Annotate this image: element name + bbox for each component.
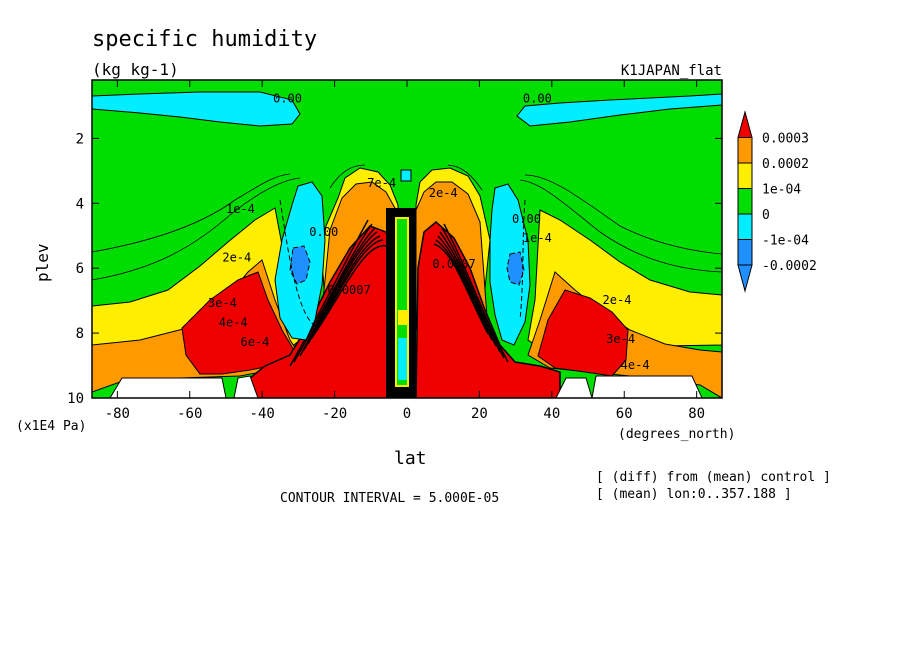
legend-label: 1e-04 [762, 183, 801, 198]
x-tick-label: -60 [177, 406, 202, 422]
contour-label: 2e-4 [429, 186, 458, 200]
experiment-label: K1JAPAN_flat [621, 63, 722, 79]
legend-swatch [737, 137, 753, 164]
note-mean: [ (mean) lon:0..357.188 ] [596, 487, 792, 502]
contour-label: 0.00 [309, 225, 338, 239]
contour-label: 1e-4 [523, 231, 552, 245]
chart-units: (kg kg-1) [92, 60, 179, 79]
x-tick-label: -40 [250, 406, 275, 422]
topography-mask-right [555, 375, 703, 398]
legend-swatch-top [737, 110, 753, 138]
equator-cyan-dot [400, 169, 412, 182]
contour-label: 0.0007 [327, 283, 370, 297]
red-core-right [415, 221, 561, 398]
x-axis-label: lat [394, 448, 427, 469]
contour-label: 4e-4 [219, 316, 248, 330]
dashed-contour-left [279, 199, 316, 327]
blue-lobe-right [506, 251, 525, 286]
y-tick-label: 10 [67, 391, 84, 407]
contour-label: 2e-4 [603, 293, 632, 307]
x-tick-label: 60 [616, 406, 633, 422]
y-tick-label: 4 [76, 196, 84, 212]
contour-interval: CONTOUR INTERVAL = 5.000E-05 [280, 491, 499, 506]
contour-label: 4e-4 [621, 358, 650, 372]
legend-swatch [737, 188, 753, 215]
color-legend: 0.0003 0.0002 1e-04 0 -1e-04 -0.0002 [737, 110, 817, 293]
x-tick-label: -80 [105, 406, 130, 422]
topography-mask-left [92, 375, 259, 398]
y-axis-units: (x1E4 Pa) [16, 419, 86, 434]
equator-yellow-patch [398, 310, 407, 325]
x-axis-units: (degrees_north) [618, 427, 735, 442]
cyan-band-top-left [92, 91, 301, 127]
contour-label: 7e-4 [367, 176, 396, 190]
contour-label: 2e-4 [222, 251, 251, 265]
x-tick-label: 40 [543, 406, 560, 422]
y-tick-label: 2 [76, 131, 84, 147]
legend-swatch-bottom [737, 264, 753, 293]
legend-swatch [737, 162, 753, 189]
legend-label: 0.0003 [762, 132, 809, 147]
x-tick-label: 0 [403, 406, 411, 422]
legend-label: 0 [762, 208, 770, 223]
y-tick-label: 8 [76, 326, 84, 342]
dense-contours [289, 219, 509, 367]
contour-label: 3e-4 [606, 332, 635, 346]
x-tick-label: 80 [688, 406, 705, 422]
thin-contours [92, 164, 722, 281]
contour-label: 3e-4 [208, 296, 237, 310]
x-axis: -80 -60 -40 -20 0 20 40 60 80 [105, 80, 705, 422]
contour-field: 0.00 0.00 1e-4 2e-4 3e-4 4e-4 6e-4 0.00 7e-4 2e-4… [92, 80, 722, 398]
legend-swatch [737, 213, 753, 240]
x-tick-label: -20 [322, 406, 347, 422]
blue-lobe-left [289, 245, 311, 285]
contour-label: 6e-4 [240, 335, 269, 349]
equator-cyan-patch [398, 338, 407, 380]
legend-label: 0.0002 [762, 157, 809, 172]
contour-label: 0.00 [523, 92, 552, 106]
contour-label: 1e-4 [226, 202, 255, 216]
cyan-band-top-right [516, 93, 722, 127]
contour-label: 0.0007 [432, 257, 475, 271]
legend-label: -1e-04 [762, 234, 809, 249]
dashed-contour-right [519, 199, 526, 321]
y-tick-label: 6 [76, 261, 84, 277]
x-tick-label: 20 [471, 406, 488, 422]
y-axis: 2 4 6 8 10 [67, 131, 722, 407]
legend-swatch [737, 239, 753, 266]
legend-label: -0.0002 [762, 259, 817, 274]
contour-labels: 0.00 0.00 1e-4 2e-4 3e-4 4e-4 6e-4 0.00 7e-4 2e-4… [208, 92, 650, 372]
contour-label: 0.00 [273, 92, 302, 106]
note-diff: [ (diff) from (mean) control ] [596, 470, 831, 485]
contour-label: 0.00 [512, 212, 541, 226]
y-axis-label: plev [33, 243, 52, 282]
chart-title: specific humidity [92, 27, 317, 52]
